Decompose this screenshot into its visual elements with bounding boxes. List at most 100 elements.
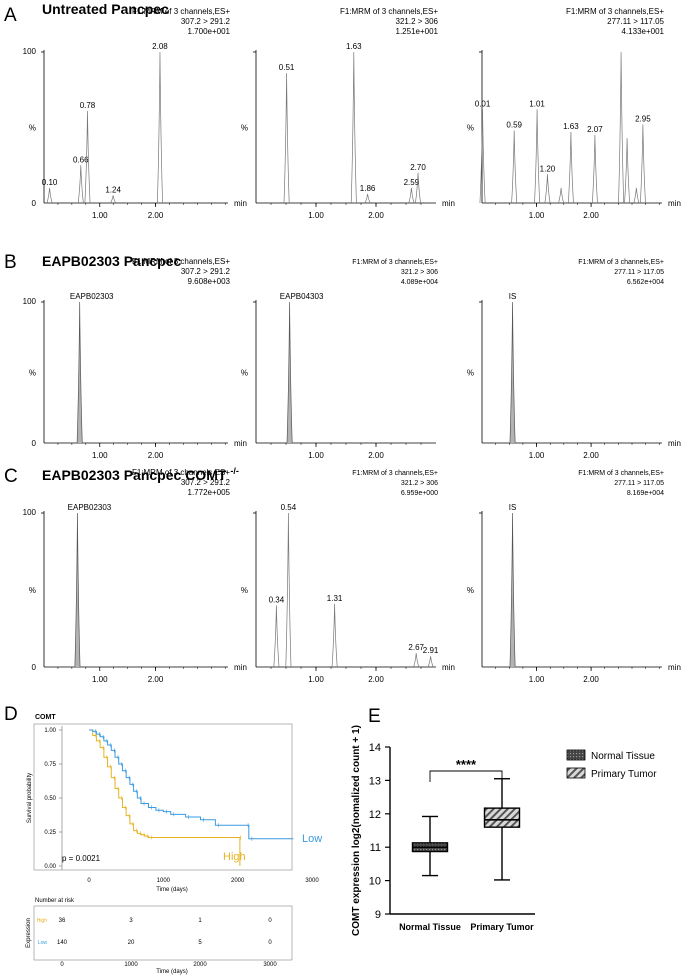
box-y-tick-label: 13	[369, 775, 381, 787]
chromatogram-peak	[558, 187, 565, 204]
chromatogram-peak	[285, 512, 292, 668]
km-curve-low	[89, 729, 294, 840]
chromatogram-x-tick-label: 1.00	[92, 451, 108, 460]
chromatogram-y-top-label: 100	[23, 47, 37, 56]
km-y-tick-label: 0.25	[44, 830, 56, 836]
chromatogram-peak	[273, 605, 280, 668]
km-curve-high	[89, 729, 241, 866]
chromatogram-y-top-label: 100	[23, 508, 37, 517]
chromatogram-header-line: 1.772e+005	[188, 488, 231, 497]
chromatogram-header-line: 321.2 > 306	[396, 17, 439, 26]
box-y-tick-label: 9	[375, 909, 381, 921]
risk-group-label: Low	[38, 940, 48, 946]
risk-x-tick-label: 0	[60, 962, 64, 968]
km-y-tick-label: 0.50	[44, 796, 56, 802]
chromatogram-a-2: F1:MRM of 3 channels,ES+321.2 > 3061.251…	[241, 7, 455, 220]
legend-label: Primary Tumor	[591, 769, 657, 780]
risk-count: 1	[198, 918, 202, 924]
chromatogram-header-line: 277.11 > 117.05	[614, 269, 664, 276]
chromatogram-x-tick-label: 1.00	[308, 675, 324, 684]
chromatogram-x-unit: min	[234, 663, 247, 672]
risk-x-axis-label: Time (days)	[156, 969, 187, 975]
chromatogram-b-3: F1:MRM of 3 channels,ES+ 277.11 > 117.05 6…	[467, 259, 681, 460]
chromatogram-peak-label: IS	[509, 292, 517, 301]
chromatogram-peak	[77, 165, 84, 204]
risk-count: 0	[268, 940, 272, 946]
chromatogram-peak	[591, 135, 598, 204]
chromatogram-y-percent-label: %	[241, 369, 248, 378]
chromatogram-peak	[618, 51, 625, 204]
chromatogram-x-tick-label: 1.00	[92, 675, 108, 684]
risk-x-tick-label: 3000	[263, 962, 277, 968]
chromatogram-y-percent-label: %	[29, 124, 36, 133]
chromatogram-header-line: 277.11 > 117.05	[607, 17, 664, 26]
box-y-tick-label: 12	[369, 809, 381, 821]
chromatogram-a-3: F1:MRM of 3 channels,ES+277.11 > 117.054…	[467, 7, 681, 220]
box-normal-tissue: Normal Tissue	[399, 815, 461, 932]
chromatogram-header-line: F1:MRM of 3 channels,ES+	[352, 470, 438, 477]
risk-count: 5	[198, 940, 202, 946]
chromatogram-header-line: F1:MRM of 3 channels,ES+	[578, 470, 664, 477]
chromatogram-x-unit: min	[668, 439, 681, 448]
chromatogram-peak	[427, 656, 434, 668]
chromatogram-peak-label: EAPB02303	[68, 503, 112, 512]
chromatogram-peak	[511, 130, 518, 204]
chromatogram-peak-label: 2.67	[408, 643, 424, 652]
chromatogram-header-line: F1:MRM of 3 channels,ES+	[340, 7, 438, 16]
chromatogram-x-unit: min	[668, 663, 681, 672]
km-pvalue: p = 0.0021	[62, 854, 101, 863]
chromatogram-header-line: F1:MRM of 3 channels,ES+	[352, 259, 438, 266]
chromatogram-x-unit: min	[668, 199, 681, 208]
chromatogram-x-tick-label: 2.00	[148, 451, 164, 460]
chromatogram-peak-label: EAPB02303	[70, 292, 114, 301]
box-primary-tumor: Primary Tumor	[470, 778, 534, 932]
chromatogram-x-tick-label: 1.00	[92, 211, 108, 220]
box-y-tick-label: 14	[369, 742, 381, 754]
chromatogram-x-tick-label: 1.00	[308, 451, 324, 460]
chromatogram-peak-label: 1.31	[327, 594, 343, 603]
chromatogram-peak-label: 0.51	[279, 63, 295, 72]
chromatogram-peak-label: IS	[509, 503, 517, 512]
chromatogram-header-line: 4.089e+004	[401, 279, 438, 286]
chromatogram-header-line: 1.251e+001	[396, 27, 439, 36]
chromatogram-y-percent-label: %	[241, 586, 248, 595]
panel-a-letter: A	[4, 5, 17, 26]
chromatogram-y-zero-label: 0	[32, 663, 37, 672]
chromatogram-y-percent-label: %	[29, 586, 36, 595]
chromatogram-x-tick-label: 1.00	[529, 675, 545, 684]
chromatogram-y-percent-label: %	[29, 369, 36, 378]
chromatogram-header-line: 8.169e+004	[627, 490, 664, 497]
chromatogram-peak	[76, 301, 83, 444]
km-group-label-high: High	[223, 851, 246, 863]
km-risk-title: Number at risk	[35, 898, 75, 904]
km-title: COMT	[35, 714, 56, 721]
box-category-label: Primary Tumor	[470, 922, 534, 932]
risk-x-tick-label: 1000	[124, 962, 138, 968]
panel-c-title-superscript: -/-	[230, 466, 239, 476]
chromatogram-header-line: F1:MRM of 3 channels,ES+	[132, 468, 230, 477]
chromatogram-x-tick-label: 1.00	[308, 211, 324, 220]
km-y-tick-label: 0.75	[44, 762, 56, 768]
risk-count: 20	[128, 940, 135, 946]
chromatogram-peak	[534, 109, 541, 204]
chromatogram-header-line: 277.11 > 117.05	[614, 480, 664, 487]
km-frame	[33, 723, 293, 871]
box-y-axis-label: COMT expression log2(nomalized count + 1…	[351, 725, 362, 936]
km-x-tick-label: 3000	[305, 878, 319, 884]
chromatogram-peak-label: 1.63	[346, 42, 362, 51]
chromatogram-peak-label: EAPB04303	[280, 292, 324, 301]
km-x-tick-label: 1000	[157, 878, 171, 884]
chromatogram-header-line: 307.2 > 291.2	[181, 17, 231, 26]
chromatogram-peak	[331, 603, 338, 668]
chromatogram-peak	[624, 138, 631, 204]
chromatogram-peak	[509, 512, 516, 668]
panel-c-title-main: EAPB02303 Pancpec COMT	[42, 467, 227, 483]
significance-bracket	[429, 770, 503, 782]
chromatogram-x-tick-label: 2.00	[583, 675, 599, 684]
chromatogram-header-line: F1:MRM of 3 channels,ES+	[566, 7, 664, 16]
panel-c-letter: C	[4, 466, 18, 487]
chromatogram-header-line: 4.133e+001	[622, 27, 665, 36]
chromatogram-x-unit: min	[234, 439, 247, 448]
panel-a-title: Untreated Pancpec	[42, 1, 169, 17]
